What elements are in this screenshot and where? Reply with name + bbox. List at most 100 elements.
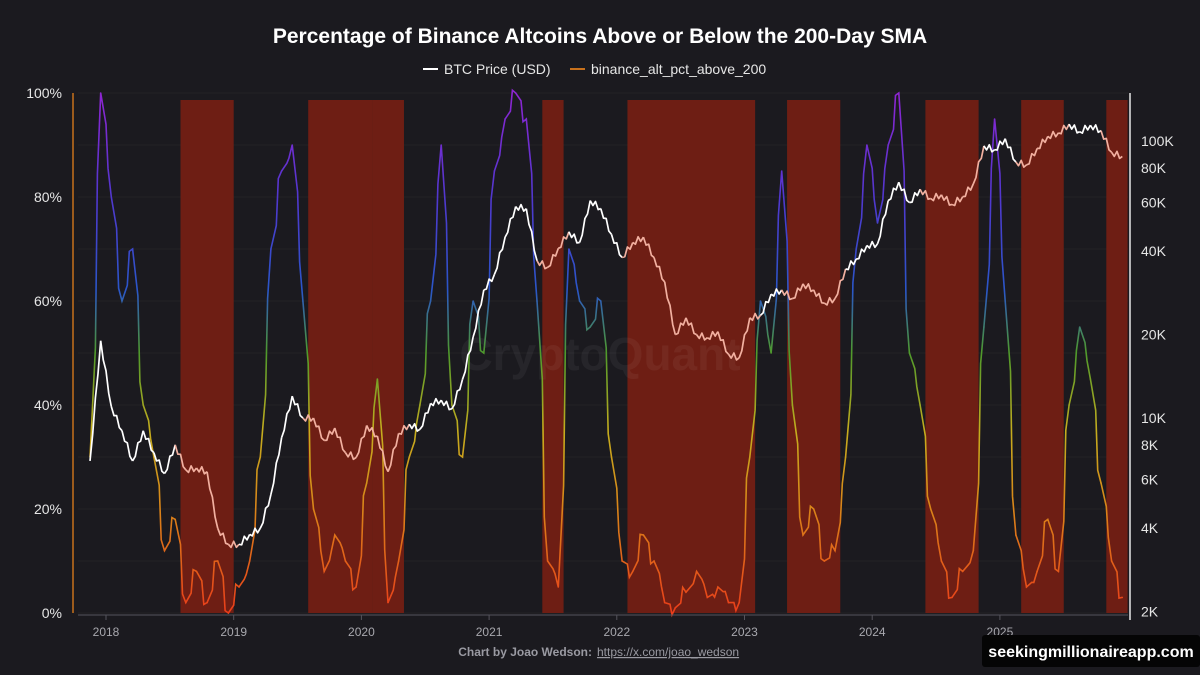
btc-price-segment: [515, 203, 527, 212]
btc-price-segment: [249, 527, 262, 537]
alt-pct-point: [738, 601, 740, 604]
alt-pct-point: [387, 601, 389, 604]
highlight-bands: [180, 100, 1128, 613]
btc-price-segment: [1089, 124, 1102, 134]
alt-pct-point: [216, 560, 219, 562]
alt-pct-point: [621, 560, 623, 562]
btc-price-segment: [802, 283, 815, 293]
btc-price-segment: [632, 235, 645, 246]
alt-pct-point: [1121, 596, 1124, 599]
btc-price-segment: [1004, 138, 1017, 163]
alt-pct-point: [1025, 586, 1028, 588]
btc-price-segment: [376, 435, 389, 473]
alt-pct-point: [312, 508, 315, 510]
left-axis-tick: 40%: [34, 397, 62, 413]
alt-pct-point: [408, 456, 411, 458]
alt-pct-point: [887, 144, 889, 146]
alt-pct-point: [876, 222, 879, 224]
alt-pct-point: [961, 570, 964, 573]
btc-price-segment: [1037, 135, 1049, 150]
alt-pct-point: [770, 352, 772, 354]
btc-price-segment: [951, 196, 964, 207]
alt-pct-point: [993, 118, 996, 120]
btc-price-segment: [324, 427, 336, 442]
credit-link[interactable]: https://x.com/joao_wedson: [597, 645, 739, 659]
alt-pct-point: [142, 404, 145, 406]
alt-pct-point: [600, 300, 602, 302]
btc-price-segment: [483, 274, 496, 291]
btc-price-segment: [823, 296, 836, 306]
alt-pct-point: [1046, 518, 1049, 521]
alt-pct-point: [99, 92, 102, 94]
alt-pct-point: [493, 170, 496, 172]
highlight-band: [542, 100, 564, 613]
alt-pct-point: [1015, 534, 1017, 536]
btc-price-segment: [695, 332, 708, 341]
right-axis-tick: 80K: [1141, 160, 1167, 176]
alt-pct-point: [855, 248, 858, 250]
x-axis-tick: 2022: [603, 625, 630, 639]
btc-price-segment: [131, 430, 145, 462]
chart-title: Percentage of Binance Altcoins Above or …: [273, 25, 927, 48]
alt-pct-point: [429, 300, 432, 302]
alt-pct-point: [344, 560, 347, 562]
btc-price-segment: [653, 257, 666, 283]
btc-price-segment: [408, 422, 421, 432]
alt-pct-point: [940, 560, 943, 562]
btc-price-segment: [89, 340, 102, 461]
btc-price-segment: [504, 206, 517, 238]
left-axis-tick: 20%: [34, 501, 62, 517]
btc-price-segment: [99, 340, 113, 407]
alt-pct-point: [355, 586, 357, 588]
btc-price-segment: [812, 289, 825, 304]
alt-pct-point: [642, 534, 645, 536]
btc-price-segment: [451, 379, 464, 410]
right-axis-tick: 10K: [1141, 410, 1167, 426]
btc-price-segment: [834, 268, 847, 299]
alt-pct-point: [110, 196, 113, 198]
alt-pct-point: [802, 534, 804, 536]
alt-pct-point: [749, 456, 751, 458]
btc-price-segment: [312, 417, 325, 442]
btc-price-segment: [419, 403, 432, 430]
alt-pct-point: [440, 144, 443, 146]
alt-pct-point: [323, 570, 325, 573]
btc-price-segment: [1058, 123, 1070, 135]
alt-pct-point: [206, 601, 208, 604]
btc-price-segment: [717, 331, 730, 355]
btc-price-segment: [280, 395, 294, 438]
legend: BTC Price (USD) binance_alt_pct_above_20…: [423, 61, 766, 77]
alt-pct-point: [504, 118, 506, 120]
alt-pct-point: [983, 326, 985, 328]
btc-price-segment: [355, 425, 368, 458]
highlight-band: [1021, 100, 1064, 613]
right-axis-tick: 60K: [1141, 194, 1167, 210]
left-axis-tick: 60%: [34, 293, 62, 309]
btc-price-segment: [365, 425, 378, 438]
btc-price-segment: [909, 188, 921, 204]
alt-pct-point: [291, 144, 294, 146]
btc-price-segment: [930, 192, 943, 202]
alt-pct-point: [759, 300, 762, 302]
highlight-band: [925, 100, 979, 613]
btc-series: [89, 123, 1123, 549]
alt-pct-point: [546, 560, 549, 562]
alt-pct-line: [89, 88, 1123, 618]
alt-pct-point: [163, 549, 166, 552]
alt-pct-point: [248, 560, 251, 562]
alt-pct-point: [451, 404, 453, 406]
alt-pct-point: [578, 300, 581, 302]
x-axis-tick: 2019: [220, 625, 247, 639]
btc-price-segment: [1100, 130, 1113, 153]
alt-pct-point: [929, 508, 932, 510]
alt-pct-point: [514, 92, 517, 94]
alt-pct-point: [674, 607, 677, 609]
right-axis-tick: 2K: [1141, 604, 1159, 620]
alt-pct-point: [823, 560, 826, 562]
btc-price-segment: [557, 231, 570, 250]
alt-pct-point: [419, 404, 421, 406]
btc-price-segment: [792, 283, 804, 300]
btc-price-segment: [685, 317, 697, 336]
btc-price-segment: [142, 430, 155, 454]
